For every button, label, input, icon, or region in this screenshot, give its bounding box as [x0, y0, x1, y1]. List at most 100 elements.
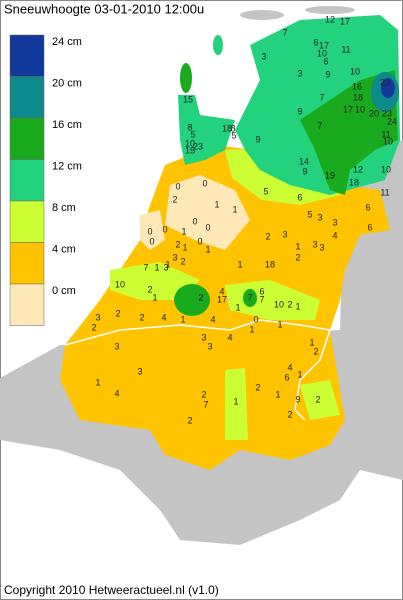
station-value: 1 [277, 319, 282, 329]
station-value: 11 [341, 44, 350, 54]
station-value: 7 [259, 294, 264, 304]
region-8cm-strip [225, 368, 248, 440]
legend-label: 20 cm [52, 77, 82, 89]
station-value: 7 [247, 292, 252, 302]
station-value: 2 [175, 239, 180, 249]
station-value: 1 [181, 226, 186, 236]
station-value: 2 [187, 415, 192, 425]
station-value: 5 [263, 186, 268, 196]
station-value: 3 [172, 252, 177, 262]
station-value: 1 [233, 396, 238, 406]
station-value: 2 [287, 409, 292, 419]
station-value: 16 [352, 81, 362, 91]
station-value: 10 [350, 66, 360, 76]
station-value: 6 [297, 192, 302, 202]
station-value: 23 [193, 141, 203, 151]
station-value: 5 [231, 130, 236, 140]
station-value: 4 [227, 332, 232, 342]
station-value: 7 [143, 262, 148, 272]
station-value: 6 [367, 222, 372, 232]
station-value: 4 [332, 230, 337, 240]
station-value: 9 [255, 134, 260, 144]
station-value: 17 [340, 16, 350, 26]
station-value: 1 [152, 292, 157, 302]
station-value: 2 [201, 389, 206, 399]
station-value: 12 [325, 14, 335, 24]
station-value: 9 [295, 394, 300, 404]
station-value: 1 [275, 389, 280, 399]
station-value: 0 [253, 314, 258, 324]
station-value: 4 [287, 362, 292, 372]
region-16cm-south [174, 284, 210, 316]
station-value: 1 [295, 241, 300, 251]
station-value: 11 [380, 187, 389, 197]
legend-swatch [9, 159, 45, 202]
station-value: 2 [287, 299, 292, 309]
copyright: Copyright 2010 Hetweeractueel.nl (v1.0) [4, 583, 219, 597]
station-value: 0 [197, 236, 202, 246]
station-value: 1 [297, 369, 302, 379]
station-value: 14 [299, 156, 309, 166]
station-value: 3 [312, 239, 317, 249]
station-value: 2 [91, 322, 96, 332]
station-value: 3 [297, 68, 302, 78]
station-value: 2 [295, 252, 300, 262]
station-value: 3 [332, 217, 337, 227]
station-value: 9 [302, 166, 307, 176]
station-value: 4 [161, 312, 166, 322]
station-value: 24 [387, 116, 397, 126]
station-value: 18 [265, 259, 275, 269]
station-value: 3 [114, 341, 119, 351]
legend-label: 8 cm [52, 202, 76, 214]
station-value: 1 [214, 199, 219, 209]
station-value: 6 [284, 372, 289, 382]
station-value: 0 [162, 224, 167, 234]
region-8cm-south [110, 262, 200, 300]
station-value: 7 [282, 27, 287, 37]
station-value: 20 [369, 108, 379, 118]
island [305, 6, 355, 14]
station-value: 2 [265, 231, 270, 241]
station-value: 8 [230, 123, 235, 133]
station-value: 18 [353, 92, 363, 102]
station-value: 2 [147, 284, 152, 294]
station-value: 5 [190, 129, 195, 139]
station-value: 1 [232, 204, 237, 214]
station-value: 9 [325, 69, 330, 79]
station-value: 0 [205, 222, 210, 232]
station-value: 2 [198, 292, 203, 302]
station-value: 7 [203, 399, 208, 409]
station-value: 15 [185, 145, 195, 155]
station-value: 2 [255, 382, 260, 392]
border [64, 319, 331, 346]
station-value: 1 [295, 301, 300, 311]
station-value: 0 [175, 181, 180, 191]
station-value: 3 [317, 212, 322, 222]
region-12cm-west [178, 95, 235, 165]
legend-swatch [9, 242, 45, 285]
station-value: 10 [383, 136, 393, 146]
station-value: 0 [192, 216, 197, 226]
station-value: 4 [114, 388, 119, 398]
station-value: 10 [381, 164, 391, 174]
station-value: 1 [235, 302, 240, 312]
station-value: 1 [249, 324, 254, 334]
station-value: 0 [202, 178, 207, 188]
station-value: 17 [343, 104, 353, 114]
station-value: 12 [353, 164, 363, 174]
station-value: 10 [185, 138, 195, 148]
station-value: 7 [319, 92, 324, 102]
station-value: 1 [95, 377, 100, 387]
station-value: 2 [172, 194, 177, 204]
station-value: 1 [165, 259, 170, 269]
legend: 24 cm 20 cm 16 cm 12 cm 8 cm 4 cm 0 cm [9, 34, 82, 326]
station-value: 6 [365, 202, 370, 212]
legend-label: 12 cm [52, 160, 82, 172]
island [180, 63, 192, 93]
station-value: 0 [147, 226, 152, 236]
legend-label: 16 cm [52, 119, 82, 131]
legend-swatch [9, 76, 45, 119]
legend-swatch [9, 117, 45, 160]
region-8cm-limburg [300, 380, 340, 420]
